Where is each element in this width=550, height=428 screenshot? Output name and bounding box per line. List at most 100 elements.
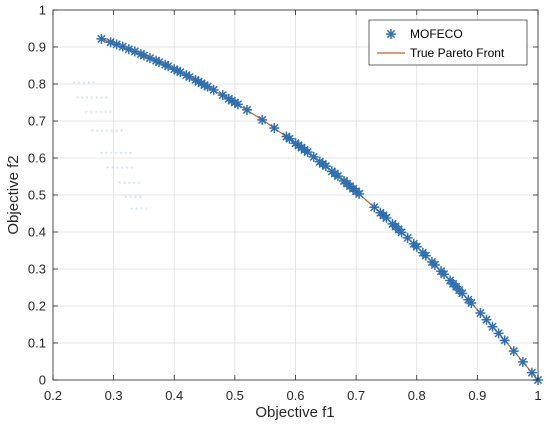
marker-stroke xyxy=(527,368,537,377)
faint-mark: * xyxy=(110,150,113,159)
x-tick-label: 0.5 xyxy=(226,388,244,403)
faint-mark: * xyxy=(135,206,138,215)
faint-mark: * xyxy=(119,150,122,159)
y-tick-label: 0.8 xyxy=(28,77,46,92)
marker-stroke xyxy=(386,29,396,39)
marker-stroke xyxy=(430,260,440,270)
marker-stroke xyxy=(382,213,391,223)
faint-mark: * xyxy=(87,80,90,89)
mofeco-point xyxy=(332,171,343,182)
faint-mark: * xyxy=(101,128,104,137)
marker-stroke xyxy=(242,105,252,115)
y-tick-label: 0.6 xyxy=(28,151,46,166)
faint-mark: * xyxy=(85,95,88,104)
mofeco-point xyxy=(481,314,492,325)
faint-mark: * xyxy=(90,95,93,104)
marker-stroke xyxy=(118,42,127,51)
faint-mark: * xyxy=(73,80,76,89)
mofeco-point xyxy=(487,321,498,332)
y-axis-label: Objective f2 xyxy=(5,155,22,234)
mofeco-point xyxy=(439,269,450,280)
x-tick-label: 0.9 xyxy=(468,388,486,403)
marker-stroke xyxy=(218,90,227,100)
marker-stroke xyxy=(309,152,318,162)
marker-stroke xyxy=(494,329,503,338)
faint-mark: * xyxy=(94,110,97,119)
x-tick-label: 0.8 xyxy=(408,388,426,403)
faint-mark: * xyxy=(106,165,109,174)
x-tick-labels: 0.2 0.3 0.4 0.5 0.6 0.7 0.8 0.9 1 xyxy=(44,388,542,403)
mofeco-point xyxy=(508,346,519,357)
y-tick-label: 0 xyxy=(39,373,46,388)
marker-stroke xyxy=(482,315,491,324)
faint-mark: * xyxy=(99,110,102,119)
faint-mark: * xyxy=(111,165,114,174)
marker-stroke xyxy=(112,40,121,49)
faint-mark: * xyxy=(78,80,81,89)
mofeco-point xyxy=(257,114,268,125)
mofeco-point xyxy=(208,84,219,95)
faint-mark: * xyxy=(130,206,133,215)
marker-stroke xyxy=(458,289,467,298)
faint-mark: * xyxy=(85,110,88,119)
faint-mark: * xyxy=(129,195,132,204)
faint-background-marks: * * * * ** * * * * * ** * * * * ** * * * * * ** * * * * * ** * * * * ** *… xyxy=(73,80,148,215)
faint-mark: * xyxy=(76,95,79,104)
marker-stroke xyxy=(209,85,218,95)
mofeco-point xyxy=(466,298,477,309)
marker-stroke xyxy=(124,45,133,54)
marker-stroke xyxy=(185,72,194,82)
marker-stroke xyxy=(333,171,343,181)
faint-mark: * xyxy=(82,80,85,89)
mofeco-point xyxy=(429,259,440,270)
marker-stroke xyxy=(106,38,115,47)
marker-stroke xyxy=(397,228,406,237)
faint-mark: * xyxy=(120,128,123,137)
marker-stroke xyxy=(130,47,139,56)
y-tick-label: 0.3 xyxy=(28,262,46,277)
faint-mark: * xyxy=(114,150,117,159)
faint-mark: * xyxy=(118,180,121,189)
faint-mark: * xyxy=(124,150,127,159)
faint-mark: * xyxy=(140,206,143,215)
legend-mofeco-label: MOFECO xyxy=(410,27,463,41)
faint-mark: * xyxy=(130,165,133,174)
faint-mark: * xyxy=(124,195,127,204)
marker-stroke xyxy=(500,336,509,345)
legend: MOFECO True Pareto Front xyxy=(368,19,528,66)
mofeco-point xyxy=(308,151,319,162)
faint-mark: * xyxy=(115,128,118,137)
mofeco-point xyxy=(242,104,252,115)
marker-stroke xyxy=(97,34,106,43)
x-tick-label: 0.4 xyxy=(165,388,183,403)
mofeco-point xyxy=(457,288,468,299)
faint-mark: * xyxy=(100,150,103,159)
marker-stroke xyxy=(321,162,330,171)
legend-box xyxy=(368,19,528,66)
y-tick-label: 1 xyxy=(39,3,46,18)
x-tick-label: 0.3 xyxy=(105,388,123,403)
mofeco-point xyxy=(402,232,413,243)
faint-mark: * xyxy=(100,95,103,104)
marker-stroke xyxy=(467,298,476,308)
marker-stroke xyxy=(355,189,364,199)
marker-stroke xyxy=(285,134,294,143)
marker-stroke xyxy=(488,322,497,331)
faint-mark: * xyxy=(105,128,108,137)
marker-stroke xyxy=(412,242,421,251)
y-tick-label: 0.1 xyxy=(28,336,46,351)
mofeco-point xyxy=(499,335,510,346)
mofeco-point xyxy=(232,99,243,110)
x-axis-label: Objective f1 xyxy=(255,404,334,421)
marker-stroke xyxy=(403,233,412,243)
mofeco-point xyxy=(96,33,107,44)
marker-stroke xyxy=(370,203,379,212)
marker-stroke xyxy=(518,357,527,367)
mofeco-point xyxy=(369,202,380,213)
y-tick-label: 0.4 xyxy=(28,225,46,240)
legend-true-front-label: True Pareto Front xyxy=(410,46,505,60)
faint-mark: * xyxy=(104,110,107,119)
marker-stroke xyxy=(270,123,279,133)
marker-stroke xyxy=(303,147,312,157)
